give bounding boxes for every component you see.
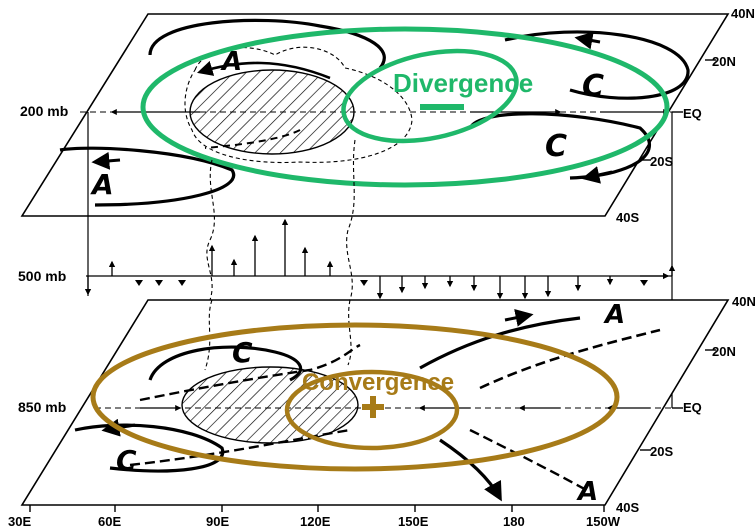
upper-circulation-c-2: C: [545, 129, 567, 164]
lon-label-150e: 150E: [398, 514, 429, 529]
divergence-region: [140, 26, 670, 188]
level-label-500mb: 500 mb: [18, 268, 66, 284]
lower-circulation-a-2: A: [576, 477, 598, 507]
upper-circulation-a-2: A: [90, 168, 114, 201]
lat-label-upper-20n: 20N: [712, 54, 736, 69]
lon-label-120e: 120E: [300, 514, 331, 529]
lower-circulation-a-1: A: [603, 300, 625, 330]
lower-circulation-c-1: C: [232, 336, 253, 369]
lat-label-lower-20s: 20S: [650, 444, 673, 459]
lat-label-upper-40s: 40S: [616, 210, 639, 225]
lat-label-lower-eq: EQ: [683, 400, 702, 415]
lat-label-lower-40s: 40S: [616, 500, 639, 515]
lat-label-upper-20s: 20S: [650, 154, 673, 169]
lat-label-upper-eq: EQ: [683, 106, 702, 121]
middle-level: [84, 112, 676, 408]
lower-circulation-c-2: C: [116, 444, 137, 477]
lon-label-150w: 150W: [586, 514, 621, 529]
upper-circulation-a-1: A: [220, 47, 242, 77]
level-label-200mb: 200 mb: [20, 103, 68, 119]
lat-label-lower-40n: 40N: [732, 294, 755, 309]
convergence-region: [90, 322, 620, 472]
convergence-label: Convergence: [302, 369, 454, 396]
divergence-label: Divergence: [393, 68, 533, 98]
lat-label-lower-20n: 20N: [712, 344, 736, 359]
lon-label-90e: 90E: [206, 514, 229, 529]
lon-label-30e: 30E: [8, 514, 31, 529]
upper-circulation-c-1: C: [582, 69, 604, 104]
lon-label-60e: 60E: [98, 514, 121, 529]
lat-label-upper-40n: 40N: [731, 6, 755, 21]
level-label-850mb: 850 mb: [18, 399, 66, 415]
lon-label-180: 180: [503, 514, 525, 529]
upper-plane: [20, 13, 730, 217]
